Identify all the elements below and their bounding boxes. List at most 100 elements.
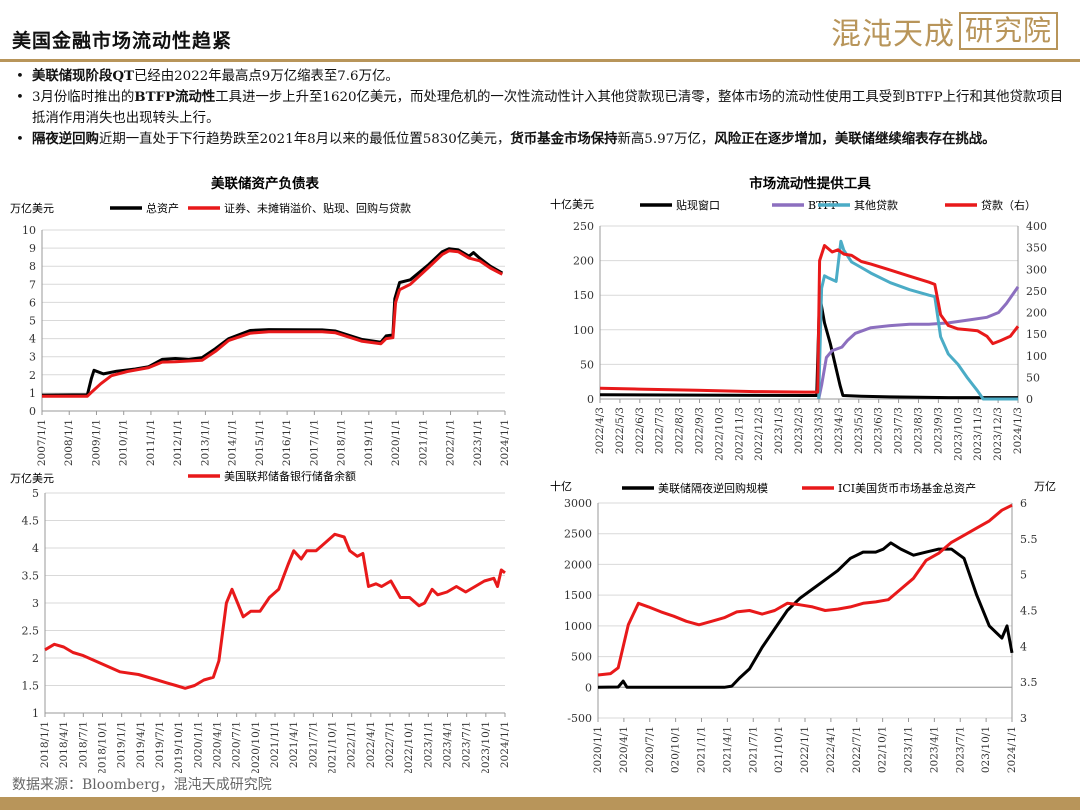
x-tick-label: 2019/1/1 [116,721,128,768]
x-tick-label: 2023/1/3 [773,407,785,454]
x-tick-label: 2021/10/1 [327,721,339,773]
legend-label: 总资产 [146,201,179,215]
series-line-证券、未摊销溢价、贴现、回购与贷款 [42,249,503,398]
series-line-美联储隔夜逆回购规模 [597,541,1014,689]
x-tick-label: 2015/1/1 [254,419,266,466]
y-tick-label: 50 [580,358,594,371]
bullet-list: 美联储现阶段QT已经由2022年最高点9万亿缩表至7.6万亿。 3月份临时推出的… [14,66,1070,150]
legend-label: 其他贷款 [854,198,898,212]
bullet-emphasis: 风险正在逐步增加，美联储继续缩表存在挑战。 [714,131,996,147]
x-tick-label: 2009/1/1 [90,419,102,466]
y-tick-label: 1 [32,707,39,720]
x-tick-label: 2008/1/1 [63,419,75,466]
bullet-text: 工具进一步上升至1620亿美元，而处理危机的一次性流动性计入其他贷款现已清零，整… [32,90,1064,126]
x-tick-label: 2023/11/3 [972,407,984,461]
y2-tick-label: 3.5 [1020,676,1038,689]
x-tick-label: 2017/1/1 [308,419,320,466]
x-tick-label: 2022/12/3 [753,407,765,461]
y-axis-label: 十亿美元 [550,197,594,211]
x-tick-label: 2018/7/1 [77,721,89,768]
y-tick-label: 0 [585,681,592,694]
legend-label: 美联储隔夜逆回购规模 [658,481,768,495]
header: 美国金融市场流动性趋紧 混沌天成 研究院 [0,0,1080,62]
y2-tick-label: 250 [1026,285,1047,298]
y-tick-label: 1000 [564,620,592,633]
x-tick-label: 2022/4/3 [594,407,606,454]
series-line-贴现窗口 [599,293,1018,400]
y2-tick-label: 300 [1026,263,1047,276]
x-tick-label: 2022/9/3 [694,407,706,454]
x-tick-label: 2018/1/1 [336,419,348,466]
logo-box-text: 研究院 [958,12,1058,50]
x-tick-label: 2016/1/1 [281,419,293,466]
legend-label: 美国联邦储备银行储备余额 [224,469,356,483]
legend-label: ICI美国货币市场基金总资产 [838,481,976,495]
series-line-ICI美国货币市场基金总资产 [597,503,1013,677]
bullet-text: 已经由2022年最高点9万亿缩表至7.6万亿。 [133,69,399,84]
x-tick-label: 2022/10/3 [713,407,725,461]
y-tick-label: 4 [32,542,39,555]
x-tick-label: 2012/1/1 [172,419,184,466]
x-tick-label: 2023/7/3 [893,407,905,454]
y2-tick-label: 100 [1026,350,1047,363]
chart-title: 市场流动性提供工具 [749,175,871,192]
y-tick-label: 5 [32,487,39,500]
y-tick-label: 100 [573,324,594,337]
series-line-BTFP [817,286,1020,400]
x-tick-label: 2019/1/1 [363,419,375,466]
x-tick-label: 2023/1/1 [472,419,484,466]
y-tick-label: -500 [567,712,592,725]
x-tick-label: 2022/10/1 [403,721,415,773]
y2-tick-label: 4.5 [1020,605,1038,618]
y-tick-label: 150 [573,289,594,302]
y2-tick-label: 400 [1026,220,1047,233]
y2-tick-label: 350 [1026,242,1047,255]
x-tick-label: 2023/3/3 [813,407,825,454]
x-tick-label: 2023/10/1 [480,721,492,773]
y2-tick-label: 3 [1020,712,1027,725]
series-line-总资产 [41,247,504,397]
x-tick-label: 2023/12/3 [992,407,1004,461]
x-tick-label: 2020/7/1 [644,726,656,773]
bullet-text: 新高5.97万亿， [617,132,715,147]
y-tick-label: 2 [32,652,39,665]
chart-reserve-balances: 万亿美元 1 1.5 2 2.5 3 3.5 4 4.5 5 2018/1/1 2018/4/1 201… [10,469,511,773]
y-tick-label: 250 [573,220,594,233]
y-axis-label: 万亿美元 [10,472,54,485]
bullet-emphasis: 货币基金市场保持 [510,131,618,147]
x-tick-label: 2021/1/1 [269,721,281,768]
x-tick-label: 2023/4/3 [833,407,845,454]
bullet-emphasis: 隔夜逆回购 [32,131,99,147]
x-tick-label: 2020/4/1 [618,726,630,773]
bullet-text: 近期一直处于下行趋势跌至2021年8月以来的最低位置5830亿美元， [98,132,511,147]
chart-rrp-mmf: 十亿 -500 0 500 1000 1500 2000 2500 3000 3 3.5 4 4.5 5 5… [550,479,1056,773]
legend-label: 证券、未摊销溢价、贴现、回购与贷款 [224,201,411,215]
x-tick-label: 2021/1/1 [696,726,708,773]
x-tick-label: 2022/6/3 [634,407,646,454]
bullet-item: 美联储现阶段QT已经由2022年最高点9万亿缩表至7.6万亿。 [14,66,1070,87]
y-axis-label: 十亿 [550,479,572,493]
y-tick-label: 2.5 [22,625,40,638]
y-tick-label: 1 [29,387,36,400]
x-tick-label: 2020/1/1 [192,721,204,768]
y-tick-label: 200 [573,255,594,268]
chart-title: 美联储资产负债表 [211,175,319,192]
x-tick-label: 2022/7/1 [384,721,396,768]
x-tick-label: 2020/4/1 [212,721,224,768]
x-tick-label: 2021/10/1 [773,726,785,773]
x-tick-label: 2023/10/1 [980,726,992,773]
x-tick-label: 2020/1/1 [592,726,604,773]
bullet-item: 3月份临时推出的BTFP流动性工具进一步上升至1620亿美元，而处理危机的一次性… [14,87,1070,129]
x-tick-label: 2023/1/1 [422,721,434,768]
x-tick-label: 2018/4/1 [58,721,70,768]
x-tick-label: 2019/4/1 [135,721,147,768]
x-tick-label: 2007/1/1 [36,419,48,466]
x-tick-label: 2022/10/1 [877,726,889,773]
title-divider [0,59,1080,62]
x-tick-label: 2023/1/1 [903,726,915,773]
x-tick-label: 2021/7/1 [307,721,319,768]
y-tick-label: 6 [29,296,36,309]
y-tick-label: 7 [29,278,36,291]
x-tick-label: 2014/1/1 [227,419,239,466]
x-tick-label: 2021/7/1 [747,726,759,773]
